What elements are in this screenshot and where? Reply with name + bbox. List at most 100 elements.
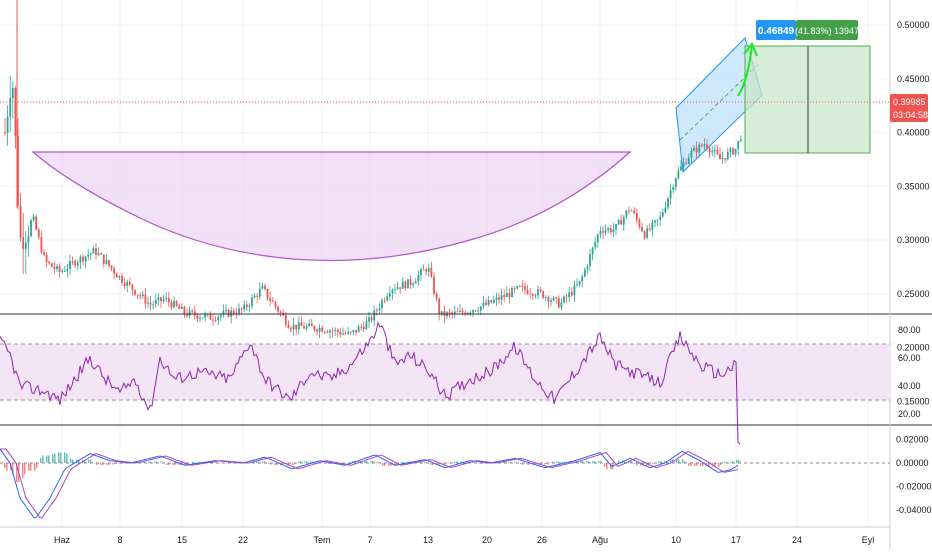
candle-body — [378, 308, 381, 311]
candle-body — [656, 219, 659, 221]
candle-body — [635, 212, 638, 220]
price-tick: 0.25000 — [897, 289, 930, 299]
macd-bar — [472, 462, 474, 463]
macd-bar — [598, 461, 600, 463]
rsi-band — [0, 344, 890, 400]
macd-bar — [672, 459, 674, 463]
macd-line[interactable] — [0, 448, 739, 519]
candle-body — [271, 300, 274, 302]
candle-body — [440, 311, 443, 315]
macd-bar — [702, 463, 704, 467]
macd-bar — [262, 461, 264, 463]
candle-body — [248, 305, 251, 307]
candle-body — [76, 262, 79, 266]
macd-bar — [244, 463, 246, 464]
macd-bar — [300, 461, 302, 463]
macd-bar — [640, 463, 642, 466]
target-price-label — [756, 20, 796, 40]
macd-bar — [46, 455, 48, 463]
candle-body — [352, 330, 355, 333]
macd-bar — [580, 461, 582, 463]
candle-body — [308, 323, 311, 326]
macd-bar — [484, 463, 486, 464]
rsi-axis[interactable]: 80.00 60.00 40.00 20.00 — [898, 325, 921, 419]
macd-bar — [352, 461, 354, 463]
macd-bar — [306, 461, 308, 463]
candle-body — [144, 294, 147, 304]
rsi-line[interactable] — [0, 321, 741, 445]
macd-bar — [594, 461, 596, 463]
candle-body — [407, 279, 409, 289]
macd-bar — [90, 459, 92, 463]
candle-body — [180, 306, 183, 309]
macd-bar — [144, 461, 146, 463]
candle-body — [321, 327, 324, 332]
candle-body — [711, 151, 714, 153]
macd-bar — [6, 463, 8, 471]
candle-body — [625, 210, 628, 217]
candle-body — [685, 162, 688, 164]
macd-bar — [268, 463, 270, 464]
time-axis[interactable]: Haz 8 15 22 Tem 7 13 20 26 Ağu 10 17 24 Eyl — [54, 535, 874, 545]
candle-body — [651, 222, 654, 230]
macd-bar — [570, 461, 572, 463]
macd-bar — [88, 459, 90, 463]
price-axis[interactable]: 0.50000 0.45000 0.40000 0.35000 0.30000 0.250… — [897, 20, 930, 406]
candle-body — [708, 148, 711, 153]
target-arrow[interactable] — [737, 42, 758, 97]
signal-line[interactable] — [0, 448, 739, 519]
candle-body — [370, 317, 373, 321]
candle-body — [700, 144, 703, 146]
macd-bar — [310, 461, 312, 463]
candle-body — [126, 282, 129, 286]
macd-bar — [166, 463, 168, 466]
candle-body — [292, 324, 295, 330]
macd-tick: 0.00000 — [896, 458, 929, 468]
candle-body — [612, 229, 615, 233]
candle-body — [648, 228, 651, 230]
macd-axis[interactable]: 0.02000 0.00000 -0.02000 -0.04000 — [896, 435, 932, 515]
candle-body — [724, 157, 727, 160]
candle-body — [459, 310, 461, 312]
candle-body — [716, 150, 719, 154]
macd-bar — [36, 463, 38, 469]
candle-body — [165, 297, 168, 300]
candle-body — [258, 288, 261, 297]
macd-bar — [184, 463, 186, 466]
cup-pattern[interactable] — [31, 151, 632, 262]
candle-body — [92, 248, 95, 254]
macd-bar — [348, 462, 350, 464]
candle-body — [667, 198, 669, 208]
candle-body — [269, 298, 272, 301]
candle-body — [147, 302, 149, 304]
macd-bar — [700, 463, 702, 466]
candle-body — [682, 162, 685, 167]
macd-bar — [94, 463, 96, 464]
macd-bar — [312, 461, 314, 463]
candle-body — [128, 282, 131, 285]
candle-body — [703, 144, 706, 146]
macd-bar — [370, 461, 372, 463]
candle-body — [232, 310, 235, 314]
candle-body — [347, 331, 350, 334]
macd-bar — [198, 462, 200, 463]
macd-bar — [48, 455, 50, 463]
candle-body — [487, 300, 490, 305]
macd-bar — [688, 463, 690, 466]
macd-bar — [420, 461, 422, 463]
candle-body — [69, 261, 71, 269]
candle-body — [201, 317, 204, 319]
candle-body — [344, 333, 347, 335]
macd-bar — [390, 463, 392, 466]
candle-body — [102, 254, 105, 264]
macd-tick: -0.04000 — [896, 505, 932, 515]
macd-bar — [522, 463, 524, 465]
macd-bar — [504, 461, 506, 463]
candle-body — [162, 299, 165, 302]
candle-body — [11, 88, 14, 99]
price-tick: 0.40000 — [897, 128, 930, 138]
macd-bar — [52, 454, 54, 463]
candle-body — [287, 324, 290, 329]
